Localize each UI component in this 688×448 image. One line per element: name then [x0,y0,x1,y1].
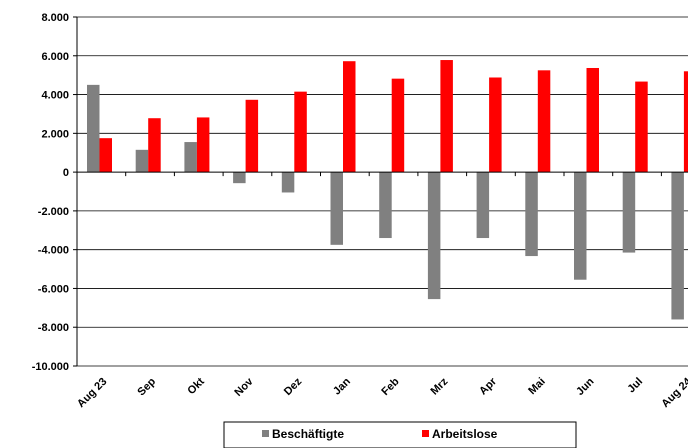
bar-arbeitslose [294,91,307,173]
x-tick-label: Mai [526,376,547,397]
y-tick-label: 2.000 [41,128,69,140]
y-axis-ticks: 8.000 6.000 4.000 2.000 0 -2.000 -4.000 -6.000 -… [32,12,77,373]
bar-beschaeftigte [622,172,636,253]
bar-arbeitslose [440,60,453,173]
bars [87,60,688,320]
x-tick-label: Jul [625,376,645,396]
x-tick-label: Feb [379,375,402,398]
bar-beschaeftigte [233,172,246,184]
y-tick-label: -6.000 [38,283,69,295]
bar-beschaeftigte [379,172,392,239]
y-tick-label: 6.000 [41,51,69,63]
bar-arbeitslose [635,81,648,173]
y-tick-label: -10.000 [32,361,69,373]
bar-beschaeftigte [184,142,197,173]
legend-label: Beschäftigte [272,427,344,441]
bar-arbeitslose [683,71,688,173]
bar-arbeitslose [391,78,405,173]
x-tick-label: Nov [232,375,256,399]
bar-arbeitslose [148,118,161,173]
legend-swatch [422,430,429,437]
legend: Beschäftigte Arbeitslose [223,421,577,448]
x-tick-label: Apr [477,375,499,397]
y-tick-label: -2.000 [38,206,69,218]
bar-arbeitslose [489,77,502,173]
bar-arbeitslose [537,70,551,173]
y-tick-label: 8.000 [41,12,69,24]
legend-box [223,421,577,448]
y-tick-label: 0 [63,167,69,179]
x-tick-label: Jan [331,375,353,397]
x-tick-label: Sep [135,375,158,398]
bar-beschaeftigte [476,172,490,239]
y-tick-label: -8.000 [38,322,69,334]
bar-arbeitslose [99,138,112,173]
bar-beschaeftigte [525,172,538,257]
bar-arbeitslose [196,117,210,173]
x-tick-label: Aug 24 [659,375,688,410]
x-tick-label: Aug 23 [75,376,109,410]
x-tick-label: Okt [185,375,207,397]
y-tick-label: -4.000 [38,245,69,257]
legend-label: Arbeitslose [432,427,498,441]
x-tick-label: Dez [282,375,305,398]
bar-beschaeftigte [135,149,149,173]
bar-beschaeftigte [427,172,441,300]
bar-arbeitslose [343,61,356,173]
x-tick-label: Mrz [428,375,450,397]
bar-beschaeftigte [87,84,100,173]
bar-beschaeftigte [574,172,587,280]
x-tick-label: Jun [574,375,597,398]
bar-beschaeftigte [281,172,295,193]
bar-arbeitslose [245,99,259,173]
bar-beschaeftigte [330,172,343,245]
axes [76,17,688,366]
legend-swatch [262,430,269,437]
bar-beschaeftigte [671,172,684,320]
y-tick-label: 4.000 [41,90,69,102]
bar-arbeitslose [586,67,599,173]
